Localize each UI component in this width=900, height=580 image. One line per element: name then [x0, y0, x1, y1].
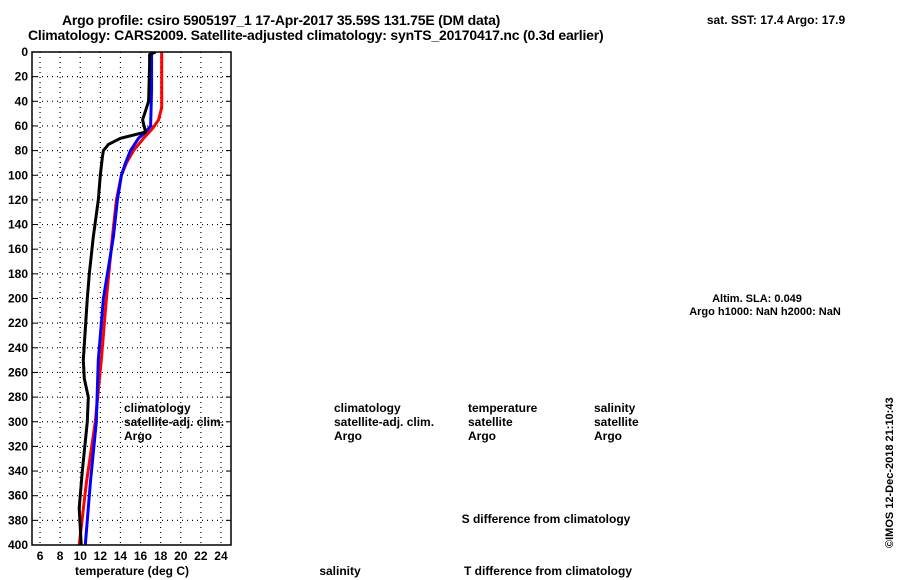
- legend-satellite-label: satellite-adj. clim.: [124, 415, 224, 429]
- secondary-xlabel: S difference from climatology: [462, 512, 631, 526]
- series-group: [77, 52, 164, 545]
- plot-frame: [31, 51, 232, 546]
- x-tick-label: 24: [214, 549, 228, 563]
- y-tick-label: 20: [15, 70, 29, 84]
- y-tick-label: 100: [8, 168, 28, 182]
- y-tick-label: 320: [8, 439, 28, 453]
- legend-salinity-title: salinity: [594, 401, 636, 415]
- y-tick-label: 360: [8, 489, 28, 503]
- sla-map-title-line2: Argo h1000: NaN h2000: NaN: [689, 306, 841, 318]
- y-tick-label: 340: [8, 464, 28, 478]
- difference-xlabel: T difference from climatology: [464, 564, 632, 578]
- y-tick-label: 220: [8, 316, 28, 330]
- y-tick-label: 260: [8, 365, 28, 379]
- y-tick-label: 80: [15, 144, 29, 158]
- y-tick-label: 200: [8, 292, 28, 306]
- salinity-xlabel: salinity: [319, 564, 361, 578]
- credit-timestamp: ©IMOS 12-Dec-2018 21:10:43: [884, 397, 896, 548]
- legend-argo-label: Argo: [124, 429, 152, 443]
- x-tick-label: 14: [114, 549, 128, 563]
- legend-diff-s-satellite-label: satellite: [594, 415, 639, 429]
- y-tick-label: 240: [8, 341, 28, 355]
- x-tick-label: 20: [174, 549, 188, 563]
- y-tick-label: 120: [8, 193, 28, 207]
- y-tick-label: 60: [15, 119, 29, 133]
- x-tick-label: 16: [134, 549, 148, 563]
- y-tick-label: 140: [8, 218, 28, 232]
- x-tick-label: 12: [94, 549, 108, 563]
- legend-sal-satellite-label: satellite-adj. clim.: [334, 415, 434, 429]
- legend-diff-s-argo-label: Argo: [594, 429, 622, 443]
- y-tick-label: 160: [8, 242, 28, 256]
- y-tick-label: 0: [21, 45, 28, 59]
- legend-climatology-label: climatology: [124, 401, 191, 415]
- x-tick-label: 22: [194, 549, 208, 563]
- y-tick-label: 180: [8, 267, 28, 281]
- sla-map-title-line1: Altim. SLA: 0.049: [712, 293, 802, 305]
- series-line-argo: [77, 52, 157, 545]
- legend-sal-climatology-label: climatology: [334, 401, 401, 415]
- series-line-satellite-adj-clim-: [83, 52, 154, 545]
- x-tick-label: 6: [37, 549, 44, 563]
- chart-title-line2: Climatology: CARS2009. Satellite-adjuste…: [28, 27, 604, 43]
- legend-temperature-title: temperature: [468, 401, 538, 415]
- x-tick-label: 10: [74, 549, 88, 563]
- sst-map-title: sat. SST: 17.4 Argo: 17.9: [707, 13, 846, 27]
- legend-diff-t-argo-label: Argo: [468, 429, 496, 443]
- temperature-xlabel: temperature (deg C): [75, 564, 189, 578]
- y-tick-label: 400: [8, 538, 28, 552]
- chart-title-line1: Argo profile: csiro 5905197_1 17-Apr-201…: [62, 12, 501, 28]
- y-tick-label: 300: [8, 415, 28, 429]
- y-tick-label: 380: [8, 513, 28, 527]
- y-tick-label: 40: [15, 94, 29, 108]
- x-tick-label: 18: [154, 549, 168, 563]
- x-tick-label: 8: [57, 549, 64, 563]
- legend-sal-argo-label: Argo: [334, 429, 362, 443]
- legend-diff-t-satellite-label: satellite: [468, 415, 513, 429]
- y-tick-label: 280: [8, 390, 28, 404]
